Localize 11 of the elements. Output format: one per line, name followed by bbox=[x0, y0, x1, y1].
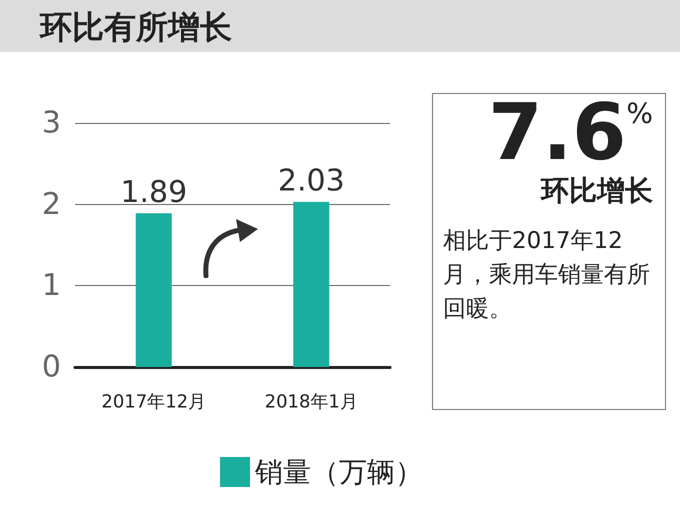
data-label: 1.89 bbox=[120, 174, 188, 210]
x-tick-label: 2018年1月 bbox=[264, 392, 358, 412]
data-label: 2.03 bbox=[278, 163, 345, 198]
y-tick-label: 0 bbox=[42, 350, 61, 384]
y-tick-label: 1 bbox=[42, 268, 61, 304]
y-tick-label: 3 bbox=[42, 106, 61, 140]
text: 相比于2017年12月，乘用车销量有所回暖。 bbox=[443, 227, 651, 324]
legend-label: 销量（万辆） bbox=[254, 456, 423, 488]
x-tick-label: 2017年12月 bbox=[101, 392, 206, 412]
chart-title: 环比有所增长 bbox=[40, 7, 232, 48]
y-tick-label: 2 bbox=[42, 186, 61, 222]
